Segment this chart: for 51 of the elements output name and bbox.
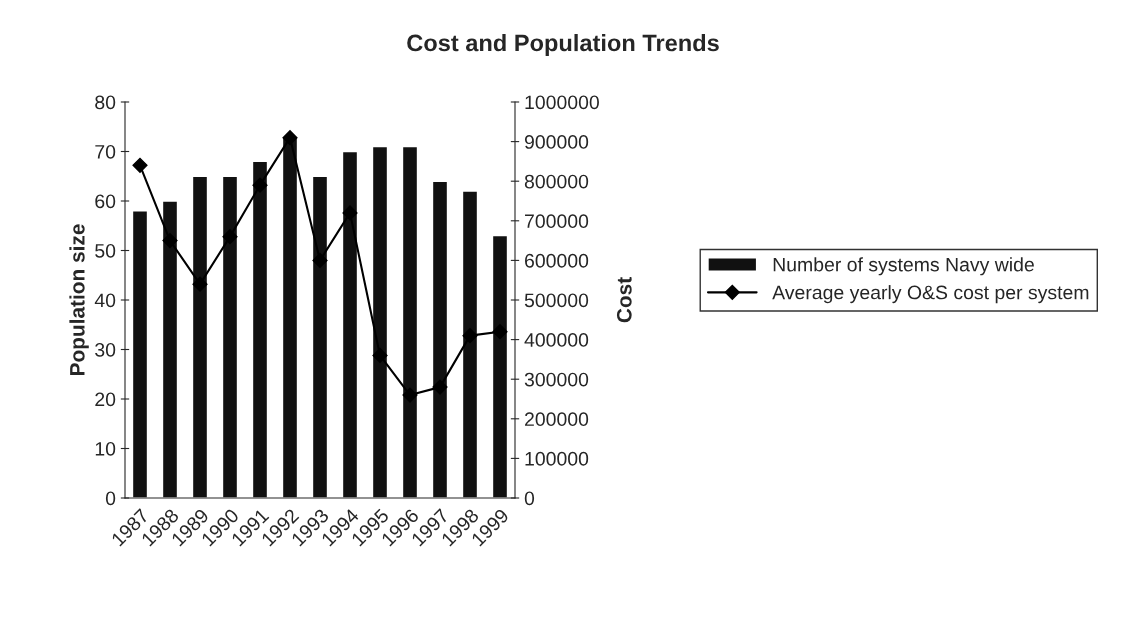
bar: [221, 175, 239, 498]
legend-label: Number of systems Navy wide: [773, 257, 1034, 276]
y-tick-label: 20: [95, 392, 116, 407]
y-tick-label: 60: [95, 194, 116, 209]
point: [162, 233, 178, 249]
point: [372, 347, 388, 364]
y2-axis-title: Cost: [616, 277, 632, 323]
y-tick-label: 0: [105, 491, 116, 506]
y2-tick-label: 800000: [524, 174, 589, 189]
bar: [191, 175, 209, 498]
y2-tick-label: 1000000: [525, 95, 599, 110]
point: [192, 276, 208, 292]
point: [432, 379, 448, 395]
bar: [251, 160, 269, 498]
point: [492, 324, 508, 340]
point: [342, 205, 358, 221]
bar: [461, 190, 479, 498]
text: Cost and Population Trends: [407, 34, 719, 56]
point: [132, 157, 148, 173]
y-tick-label: 40: [94, 293, 116, 308]
bar: [491, 234, 509, 498]
bar: [401, 145, 419, 498]
bar: [431, 180, 449, 498]
bar: [161, 200, 179, 498]
bar: [281, 135, 299, 498]
legend-label: Average yearly O&S cost per system: [772, 285, 1089, 304]
y-tick-label: 30: [95, 342, 116, 357]
bar: [341, 150, 359, 498]
y2-tick-label: 700000: [525, 214, 589, 229]
point: [312, 252, 328, 268]
y-tick-label: 50: [95, 243, 116, 258]
y-tick-label: 80: [95, 95, 116, 110]
bar: [371, 145, 389, 498]
point: [282, 130, 298, 146]
y2-tick-label: 900000: [524, 135, 589, 149]
bar: [131, 210, 149, 498]
bar: [311, 175, 329, 498]
y2-tick-label: 100000: [525, 451, 589, 466]
point: [462, 328, 478, 344]
y-tick-label: 70: [95, 144, 116, 159]
y2-tick-label: 500000: [524, 293, 589, 308]
y-tick-label: 10: [95, 441, 116, 456]
y-axis-title: Population size: [69, 224, 89, 375]
point: [252, 177, 268, 193]
y2-tick-label: 0: [524, 491, 535, 506]
y2-tick-label: 300000: [524, 372, 589, 387]
point: [402, 387, 418, 403]
y2-tick-label: 600000: [525, 253, 589, 268]
y2-tick-label: 200000: [525, 412, 589, 427]
point: [222, 229, 238, 245]
y2-tick-label: 400000: [524, 333, 589, 347]
